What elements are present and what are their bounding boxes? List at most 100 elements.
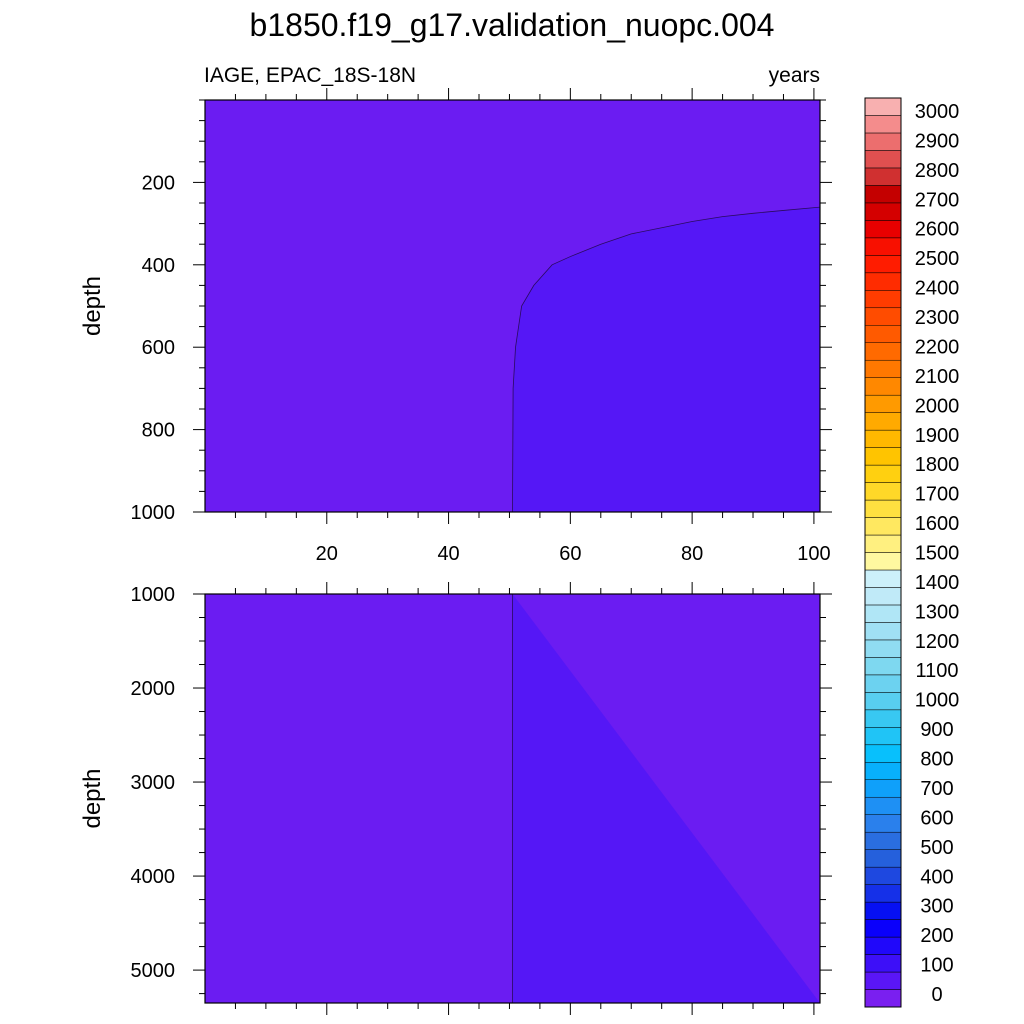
colorbar-box — [864, 394, 902, 413]
colorbar: 3000 2900 2800 2700 2600 2500 2400 2300 2200 2100… — [864, 97, 960, 1008]
colorbar-label: 1900 — [915, 425, 960, 447]
contour-line — [512, 206, 821, 513]
colorbar-label: 1500 — [915, 543, 960, 565]
colorbar-box — [864, 849, 902, 868]
colorbar-box — [864, 447, 902, 466]
colorbar-label: 500 — [920, 837, 953, 859]
right-string: years — [769, 64, 820, 87]
colorbar-label: 300 — [920, 896, 953, 918]
upper-panel: 20 40 60 80 100 200 400 600 800 1000 depth — [79, 88, 832, 565]
y-tick-label: 2000 — [131, 678, 176, 700]
colorbar-box — [864, 796, 902, 815]
colorbar-box — [864, 464, 902, 483]
colorbar-box — [864, 814, 902, 833]
y-axis-label: depth — [79, 276, 106, 336]
colorbar-box — [864, 202, 902, 221]
colorbar-box — [864, 639, 902, 658]
left-string: IAGE, EPAC_18S-18N — [204, 64, 416, 87]
colorbar-label: 400 — [920, 866, 953, 888]
colorbar-box — [864, 692, 902, 711]
colorbar-frame — [864, 97, 902, 1008]
plot-frame — [204, 593, 821, 1004]
colorbar-label: 600 — [920, 807, 953, 829]
colorbar-label: 2800 — [915, 160, 960, 182]
colorbar-box — [864, 534, 902, 553]
colorbar-box — [864, 604, 902, 623]
colorbar-label: 1600 — [915, 513, 960, 535]
colorbar-label: 900 — [920, 719, 953, 741]
colorbar-box — [864, 255, 902, 274]
colorbar-box — [864, 971, 902, 990]
colorbar-box — [864, 936, 902, 955]
y-axis-label: depth — [79, 768, 106, 828]
colorbar-label: 2100 — [915, 366, 960, 388]
y-tick-label: 800 — [142, 420, 175, 442]
colorbar-box — [864, 831, 902, 850]
colorbar-label: 2900 — [915, 130, 960, 152]
colorbar-label: 1100 — [915, 660, 958, 682]
colorbar-box — [864, 989, 902, 1008]
colorbar-box — [864, 674, 902, 693]
y-tick-label: 1000 — [131, 584, 176, 606]
colorbar-box — [864, 482, 902, 501]
colorbar-label: 2700 — [915, 189, 960, 211]
colorbar-label: 2600 — [915, 219, 960, 241]
colorbar-box — [864, 569, 902, 588]
colorbar-box — [864, 762, 902, 780]
colorbar-box — [864, 884, 902, 903]
colorbar-box — [864, 237, 902, 256]
colorbar-box — [864, 727, 902, 746]
colorbar-label: 2300 — [915, 307, 960, 329]
colorbar-box — [864, 307, 902, 326]
colorbar-label: 2200 — [915, 336, 960, 358]
x-tick-label: 100 — [797, 543, 830, 565]
colorbar-label: 1400 — [915, 572, 960, 594]
colorbar-box — [864, 499, 902, 518]
colorbar-label: 1200 — [915, 631, 960, 653]
colorbar-label: 2000 — [915, 395, 960, 417]
colorbar-box — [864, 919, 902, 938]
colorbar-label: 2500 — [915, 248, 960, 270]
colorbar-label: 1300 — [915, 601, 960, 623]
region-high-age — [512, 594, 820, 1003]
y-tick-label: 400 — [142, 255, 175, 277]
colorbar-box — [864, 325, 902, 343]
colorbar-box — [864, 115, 902, 134]
colorbar-label: 800 — [920, 749, 953, 771]
y-tick-label: 200 — [142, 172, 175, 194]
colorbar-box — [864, 587, 902, 606]
colorbar-box — [864, 744, 902, 763]
colorbar-box — [864, 342, 902, 361]
y-tick-label: 4000 — [131, 866, 176, 888]
x-tick-label: 80 — [681, 543, 703, 565]
colorbar-box — [864, 220, 902, 239]
colorbar-box — [864, 377, 902, 396]
colorbar-box — [864, 657, 902, 676]
colorbar-box — [864, 709, 902, 728]
colorbar-box — [864, 167, 902, 186]
y-tick-label: 3000 — [131, 772, 176, 794]
x-tick-label: 60 — [559, 543, 581, 565]
colorbar-label: 2400 — [915, 278, 960, 300]
y-tick-label: 1000 — [131, 502, 176, 524]
colorbar-box — [864, 359, 902, 378]
lower-panel: 1000 2000 3000 4000 5000 depth — [79, 582, 832, 1015]
colorbar-label: 200 — [920, 925, 953, 947]
x-tick-label: 40 — [437, 543, 459, 565]
colorbar-box — [864, 290, 902, 309]
colorbar-label: 1700 — [915, 484, 960, 506]
colorbar-box — [864, 412, 902, 431]
colorbar-label: 1800 — [915, 454, 960, 476]
y-tick-label: 600 — [142, 337, 175, 359]
colorbar-box — [864, 272, 902, 291]
colorbar-box — [864, 97, 902, 116]
colorbar-label: 100 — [920, 955, 953, 977]
colorbar-label: 3000 — [915, 101, 960, 123]
colorbar-box — [864, 622, 902, 641]
chart-title: b1850.f19_g17.validation_nuopc.004 — [250, 7, 775, 43]
colorbar-box — [864, 517, 902, 536]
region-high-age — [512, 207, 820, 512]
colorbar-box — [864, 901, 902, 920]
colorbar-box — [864, 552, 902, 571]
x-tick-label: 20 — [316, 543, 338, 565]
